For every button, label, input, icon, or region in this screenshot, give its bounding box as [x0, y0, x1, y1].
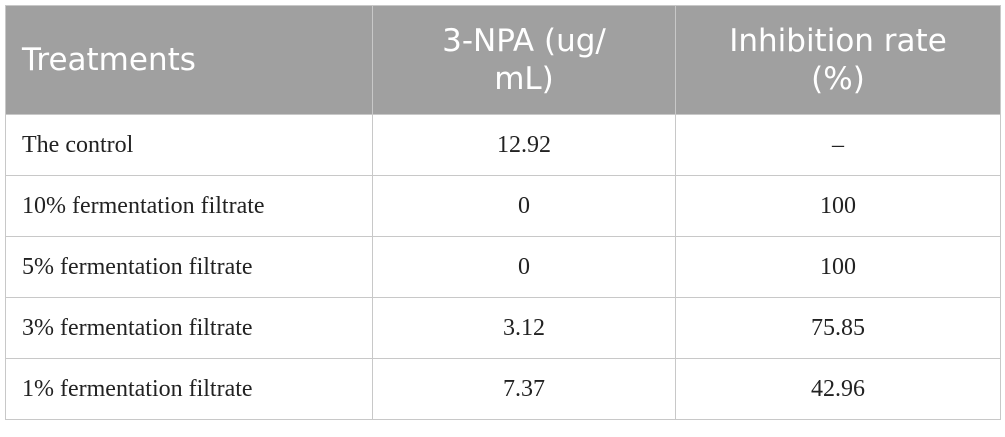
header-row: Treatments 3-NPA (ug/ mL) Inhibition rat…: [5, 5, 1001, 115]
table-cell: 12.92: [372, 114, 676, 176]
table-cell: 10% fermentation filtrate: [5, 175, 373, 237]
table-cell: 0: [372, 236, 676, 298]
header-cell: Inhibition rate (%): [675, 5, 1001, 115]
table-row: 3% fermentation filtrate 3.12 75.85: [5, 297, 1001, 359]
table-cell: –: [675, 114, 1001, 176]
table-cell: The control: [5, 114, 373, 176]
table-row: 1% fermentation filtrate 7.37 42.96: [5, 358, 1001, 420]
header-cell: Treatments: [5, 5, 373, 115]
table-body: The control 12.92–10% fermentation filtra…: [5, 114, 1001, 420]
table-cell: 3% fermentation filtrate: [5, 297, 373, 359]
table-cell: 42.96: [675, 358, 1001, 420]
table-cell: 1% fermentation filtrate: [5, 358, 373, 420]
table-cell: 3.12: [372, 297, 676, 359]
data-table: Treatments 3-NPA (ug/ mL) Inhibition rat…: [5, 5, 1001, 420]
table-cell: 0: [372, 175, 676, 237]
table-cell: 100: [675, 175, 1001, 237]
table-cell: 7.37: [372, 358, 676, 420]
table-row: The control 12.92–: [5, 114, 1001, 176]
table-row: 5% fermentation filtrate 0 100: [5, 236, 1001, 298]
table-cell: 75.85: [675, 297, 1001, 359]
table-cell: 5% fermentation filtrate: [5, 236, 373, 298]
table-header: Treatments 3-NPA (ug/ mL) Inhibition rat…: [5, 5, 1001, 115]
header-cell: 3-NPA (ug/ mL): [372, 5, 676, 115]
table-row: 10% fermentation filtrate 0 100: [5, 175, 1001, 237]
table-cell: 100: [675, 236, 1001, 298]
